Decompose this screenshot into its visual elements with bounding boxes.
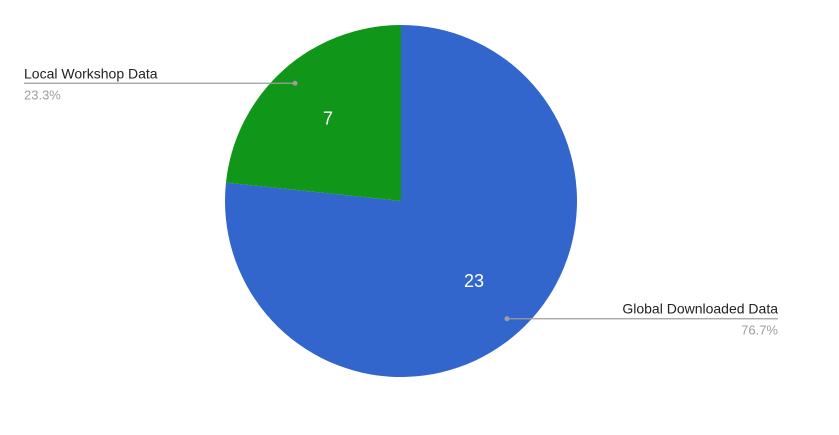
- slice-value-local-workshop-data: 7: [323, 109, 333, 129]
- slice-value-global-downloaded-data: 23: [464, 271, 484, 291]
- slice-label-global-downloaded-data: Global Downloaded Data: [622, 301, 778, 317]
- slice-percent-local-workshop-data: 23.3%: [24, 87, 61, 102]
- slice-percent-global-downloaded-data: 76.7%: [741, 323, 778, 338]
- slice-label-local-workshop-data: Local Workshop Data: [24, 65, 158, 81]
- pie-slice-local-workshop-data: [225, 25, 401, 201]
